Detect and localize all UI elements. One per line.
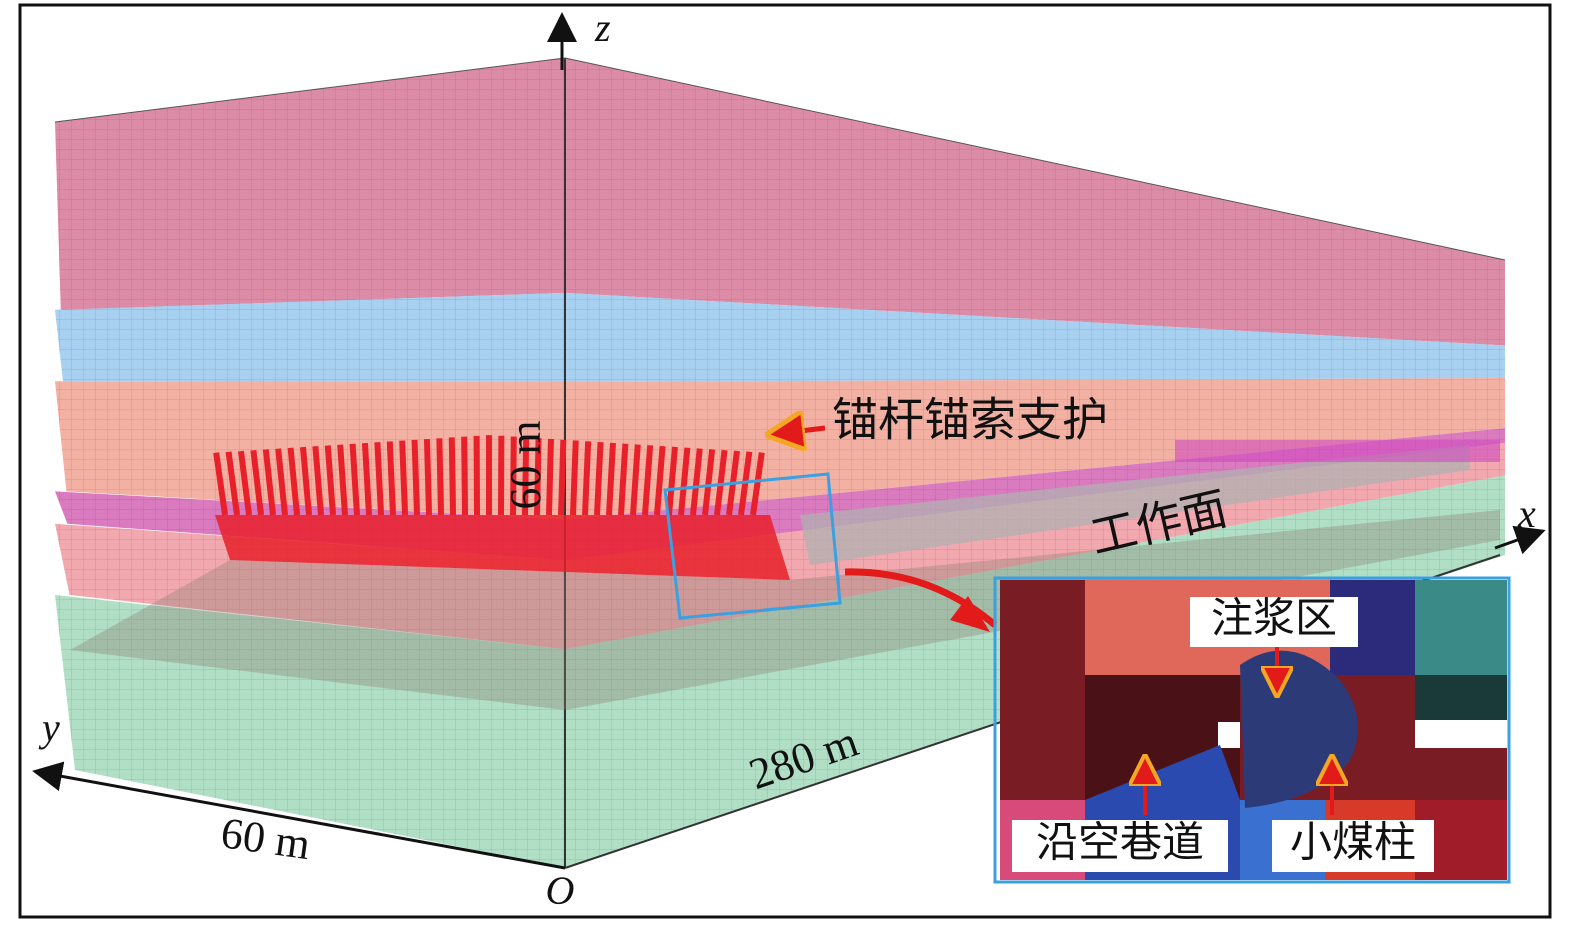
detail-marker <box>663 472 842 620</box>
frame <box>18 3 1552 919</box>
origin-label: O <box>546 868 575 913</box>
bolt <box>690 448 703 516</box>
bolt <box>287 447 300 516</box>
bolt <box>374 442 384 516</box>
bolt <box>642 445 654 516</box>
bolt <box>594 441 604 516</box>
bolt <box>666 446 678 516</box>
bolt <box>448 437 456 516</box>
bolt <box>361 442 372 516</box>
bolt <box>750 452 765 516</box>
bolt <box>237 450 252 516</box>
width-label: 60 m <box>218 808 313 869</box>
bolt <box>654 445 666 516</box>
bolt <box>702 449 716 516</box>
coal-seam-end <box>1175 440 1500 462</box>
pillar-label: 小煤柱 <box>1290 821 1416 867</box>
bolt <box>534 438 542 516</box>
bolt <box>714 449 728 516</box>
bolt <box>324 445 336 516</box>
box-edge <box>54 57 566 123</box>
mesh <box>565 58 1505 346</box>
mesh <box>55 292 565 382</box>
bolt <box>606 442 616 516</box>
bolt <box>250 449 264 516</box>
detail-arrowhead <box>950 596 990 632</box>
bolt <box>411 439 420 516</box>
detail-arrow <box>844 568 998 628</box>
bolt <box>275 448 288 516</box>
bolt <box>522 437 530 516</box>
bolt <box>299 446 312 516</box>
gob <box>70 510 1500 710</box>
inset: 注浆区 沿空巷道 小煤柱 <box>993 576 1511 884</box>
bolt <box>337 444 348 516</box>
y-axis <box>32 761 566 870</box>
mesh <box>55 58 565 310</box>
bolt <box>399 440 408 516</box>
support-label: 锚杆锚索支护 <box>832 395 1108 446</box>
z-label: z <box>594 5 611 50</box>
bolt <box>546 438 554 516</box>
height-label: 60 m <box>501 420 550 509</box>
bolt <box>582 441 592 516</box>
x-axis <box>1494 525 1546 555</box>
bolt <box>630 444 641 516</box>
bolt <box>461 436 468 516</box>
bolt <box>349 443 360 516</box>
bolts <box>213 435 765 516</box>
bolt <box>678 447 691 516</box>
y-label: y <box>38 705 60 750</box>
bolt <box>262 449 276 516</box>
grouting-zone-label: 注浆区 <box>1211 596 1337 643</box>
box-edge <box>564 57 1506 261</box>
x-label: x <box>1517 491 1536 536</box>
mesh <box>55 595 565 868</box>
bolt <box>570 440 579 516</box>
bolt <box>423 438 432 516</box>
bolt <box>436 438 444 516</box>
support-pointer <box>775 428 826 434</box>
bolt <box>618 443 629 516</box>
roadway-label: 沿空巷道 <box>1036 820 1204 867</box>
bolt <box>312 446 324 516</box>
bolt <box>213 452 228 516</box>
bolt <box>386 441 396 516</box>
bolt <box>558 439 567 516</box>
working-face <box>800 445 1470 565</box>
bolt-zone <box>215 515 790 580</box>
bolt <box>510 436 517 516</box>
mesh <box>565 292 1505 382</box>
bolt <box>225 451 240 516</box>
